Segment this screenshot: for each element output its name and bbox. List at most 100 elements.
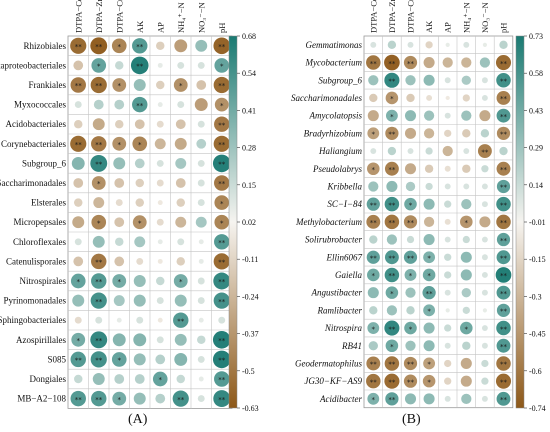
correlation-circle xyxy=(172,390,189,407)
significance-mark: ** xyxy=(95,298,103,306)
column-label: NH₄⁺−N xyxy=(176,2,186,33)
correlation-circle xyxy=(114,374,125,384)
correlation-circle xyxy=(157,200,163,206)
significance-mark: ** xyxy=(218,396,226,404)
correlation-circle xyxy=(481,77,488,84)
row-label: Azospirillales xyxy=(16,335,66,345)
correlation-circle xyxy=(367,110,379,122)
correlation-circle xyxy=(385,339,399,353)
correlation-circle xyxy=(90,331,108,349)
significance-mark: ** xyxy=(177,396,185,404)
significance-mark: ** xyxy=(407,60,415,68)
correlation-circle xyxy=(384,320,400,336)
colorbar-tick-label: 0.43 xyxy=(529,106,543,115)
significance-mark: ** xyxy=(218,298,226,306)
correlation-circle xyxy=(461,57,472,68)
correlation-circle xyxy=(366,373,381,389)
correlation-circle xyxy=(212,350,231,369)
correlation-circle xyxy=(90,37,108,55)
correlation-circle xyxy=(369,93,378,103)
correlation-circle xyxy=(462,235,470,244)
column-label: AP xyxy=(155,22,165,33)
correlation-circle xyxy=(177,61,185,69)
correlation-circle xyxy=(70,351,86,368)
significance-mark: * xyxy=(118,396,122,404)
significance-mark: * xyxy=(409,272,413,280)
correlation-circle xyxy=(384,161,399,176)
correlation-circle xyxy=(460,357,472,369)
significance-mark: * xyxy=(179,278,183,286)
column-label: DTPA−Zn xyxy=(387,0,397,33)
correlation-circle xyxy=(213,135,230,152)
significance-mark: ** xyxy=(500,378,508,386)
correlation-circle xyxy=(425,147,433,155)
significance-mark: * xyxy=(372,272,376,280)
column-label: AK xyxy=(424,20,434,33)
row-label: Micropepsales xyxy=(14,217,67,227)
significance-mark: ** xyxy=(500,396,508,404)
significance-mark: * xyxy=(138,141,142,149)
row-label: Frankiales xyxy=(29,80,67,90)
column-label: AK xyxy=(135,20,145,33)
correlation-circle xyxy=(369,306,378,315)
correlation-circle xyxy=(481,236,488,243)
correlation-circle xyxy=(422,286,436,300)
correlation-circle xyxy=(91,58,107,73)
significance-mark: ** xyxy=(407,361,415,369)
correlation-circle xyxy=(481,94,488,101)
correlation-circle xyxy=(386,180,398,192)
correlation-circle xyxy=(386,234,398,245)
row-label: S085 xyxy=(47,354,66,364)
colorbar-tick-label: 0.29 xyxy=(529,144,543,153)
correlation-circle xyxy=(176,374,185,384)
significance-mark: ** xyxy=(500,325,508,333)
correlation-circle xyxy=(134,374,145,384)
correlation-circle xyxy=(367,287,379,299)
significance-mark: * xyxy=(372,325,376,333)
correlation-circle xyxy=(366,55,381,70)
correlation-circle xyxy=(114,99,125,110)
correlation-circle xyxy=(385,392,399,406)
panel-a-label: (A) xyxy=(128,412,148,427)
correlation-circle xyxy=(90,292,107,309)
significance-mark: ** xyxy=(95,278,103,286)
colorbar-tick-label: 0.15 xyxy=(242,181,256,190)
significance-mark: ** xyxy=(370,60,378,68)
correlation-circle xyxy=(422,268,436,282)
significance-mark: * xyxy=(465,219,469,227)
heatmap-panel-a: DTPA−Cd DTPA−Zn DTPA−Cu AK AP NH₄⁺−N NO₃⁻−N pH R… xyxy=(0,0,259,413)
correlation-circle xyxy=(499,146,508,156)
correlation-circle xyxy=(370,148,377,155)
correlation-circle xyxy=(403,55,418,70)
significance-mark: ** xyxy=(218,357,226,365)
correlation-circle xyxy=(445,308,450,313)
row-label: Kribbella xyxy=(326,181,362,191)
significance-mark: * xyxy=(220,102,224,110)
correlation-circle xyxy=(481,254,488,261)
significance-mark: * xyxy=(77,337,81,345)
correlation-circle xyxy=(114,256,125,267)
correlation-circle xyxy=(444,359,452,368)
correlation-circle xyxy=(444,377,452,385)
correlation-circle xyxy=(156,80,165,90)
correlation-circle xyxy=(115,61,124,70)
significance-mark: ** xyxy=(407,378,415,386)
significance-mark: ** xyxy=(75,396,83,404)
significance-mark: ** xyxy=(218,337,226,345)
significance-mark: ** xyxy=(388,325,396,333)
correlation-circle xyxy=(404,269,417,281)
correlation-circle xyxy=(72,294,85,307)
correlation-circle xyxy=(133,333,147,347)
correlation-circle xyxy=(213,272,231,290)
correlation-circle xyxy=(70,77,86,93)
significance-mark: * xyxy=(427,308,431,316)
correlation-circle xyxy=(445,95,450,101)
correlation-circle xyxy=(197,199,205,207)
row-label: Chloroflexales xyxy=(13,237,66,247)
significance-mark: ** xyxy=(95,357,103,365)
significance-mark: ** xyxy=(500,361,508,369)
correlation-circle xyxy=(384,196,400,212)
row-label: Pseudolabrys xyxy=(312,164,362,174)
correlation-circle xyxy=(384,72,400,88)
correlation-circle xyxy=(387,40,397,50)
